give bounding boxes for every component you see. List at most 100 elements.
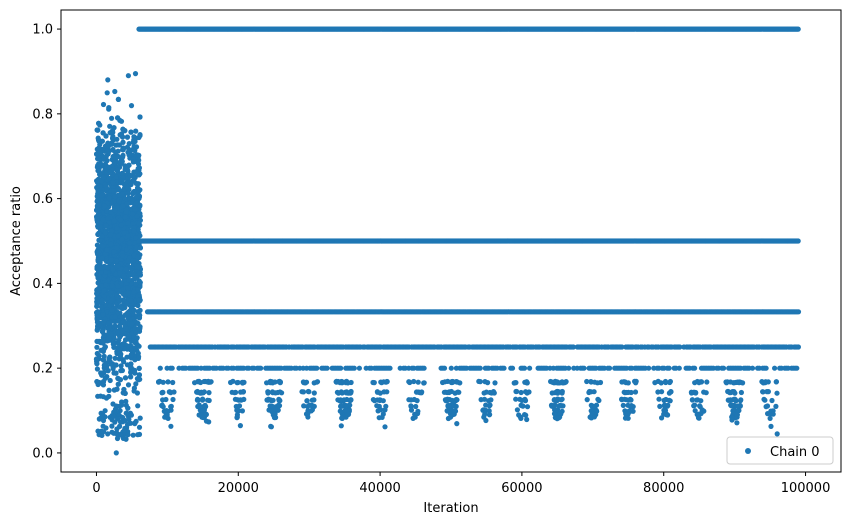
data-point <box>304 398 310 404</box>
data-point <box>770 411 776 417</box>
data-point <box>749 365 756 371</box>
data-point <box>276 403 283 409</box>
data-point <box>102 408 108 414</box>
data-point <box>794 365 800 371</box>
data-point <box>165 379 171 385</box>
data-point <box>338 365 344 371</box>
data-point <box>125 382 132 388</box>
data-point <box>234 414 240 420</box>
data-point <box>737 398 744 404</box>
data-point <box>337 397 343 403</box>
data-point <box>272 407 278 413</box>
data-point <box>344 389 350 395</box>
data-point <box>760 389 766 395</box>
data-point <box>269 389 276 395</box>
data-point <box>306 389 312 395</box>
data-point <box>703 390 709 396</box>
data-point <box>377 390 383 396</box>
data-point <box>264 380 270 386</box>
data-point <box>657 403 663 409</box>
data-point <box>441 389 447 395</box>
data-point <box>455 389 461 395</box>
data-point <box>628 403 635 409</box>
data-point <box>764 389 770 395</box>
data-point <box>721 365 727 371</box>
data-point <box>761 396 767 402</box>
data-point <box>238 397 244 403</box>
data-point <box>206 390 212 396</box>
data-point <box>772 365 778 371</box>
data-point <box>622 415 629 421</box>
data-point <box>524 380 530 386</box>
data-point <box>408 403 414 409</box>
scatter-points <box>93 26 802 456</box>
data-point <box>384 378 390 385</box>
data-point <box>692 402 698 408</box>
data-point <box>387 365 393 371</box>
data-point <box>234 407 240 413</box>
data-point <box>265 396 272 402</box>
data-point <box>258 365 264 371</box>
data-point <box>795 238 801 244</box>
data-point <box>378 407 384 413</box>
data-point <box>170 379 176 386</box>
data-point <box>372 398 378 404</box>
data-point <box>524 404 531 410</box>
data-point <box>448 365 454 371</box>
data-point <box>450 379 456 385</box>
data-point <box>485 380 491 386</box>
data-point <box>135 302 141 309</box>
data-point <box>382 407 388 413</box>
data-point <box>112 355 118 361</box>
data-point <box>551 411 558 417</box>
data-point <box>305 414 311 420</box>
data-point <box>239 408 245 414</box>
data-point <box>134 390 140 396</box>
data-point <box>201 389 207 395</box>
data-point <box>301 403 307 409</box>
data-point <box>268 380 274 386</box>
data-point <box>170 396 176 403</box>
data-point <box>380 398 386 404</box>
data-point <box>551 397 557 403</box>
data-point <box>662 378 669 385</box>
data-point <box>314 365 320 371</box>
data-point <box>443 398 449 404</box>
data-point <box>632 389 639 395</box>
data-point <box>441 365 448 371</box>
data-point <box>196 403 202 409</box>
data-point <box>235 379 241 386</box>
data-point <box>513 380 519 386</box>
data-point <box>555 396 562 402</box>
data-point <box>586 389 592 396</box>
data-point <box>192 380 198 386</box>
data-point <box>344 396 350 403</box>
data-point <box>765 411 771 417</box>
data-point <box>619 344 625 350</box>
data-point <box>338 423 344 429</box>
data-point <box>759 379 765 385</box>
data-point <box>137 307 143 313</box>
data-point <box>734 420 740 426</box>
data-point <box>94 366 100 372</box>
data-point <box>557 411 563 417</box>
data-point <box>625 411 631 417</box>
data-point <box>197 390 203 396</box>
data-point <box>415 379 421 385</box>
data-point <box>168 423 174 429</box>
data-point <box>520 403 526 409</box>
data-point <box>591 414 598 420</box>
data-point <box>118 363 124 369</box>
data-point <box>265 389 271 395</box>
data-point <box>123 398 129 404</box>
data-point <box>727 397 734 403</box>
data-point <box>200 414 206 420</box>
data-point <box>549 403 555 409</box>
data-point <box>240 389 246 395</box>
data-point <box>521 365 528 371</box>
data-point <box>725 388 731 395</box>
data-point <box>311 397 317 403</box>
data-point <box>735 403 741 409</box>
data-point <box>559 388 565 395</box>
data-point <box>133 128 139 134</box>
